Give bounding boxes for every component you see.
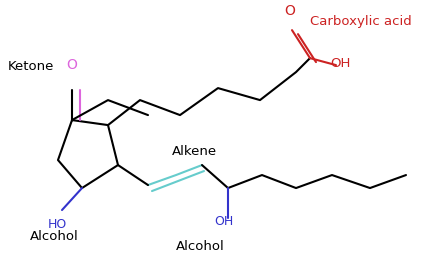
Text: O: O bbox=[285, 4, 295, 18]
Text: Alcohol: Alcohol bbox=[176, 240, 224, 253]
Text: Carboxylic acid: Carboxylic acid bbox=[310, 15, 412, 28]
Text: Alkene: Alkene bbox=[172, 145, 217, 158]
Text: O: O bbox=[67, 58, 77, 72]
Text: OH: OH bbox=[330, 57, 350, 70]
Text: OH: OH bbox=[214, 215, 233, 228]
Text: Alcohol: Alcohol bbox=[30, 230, 79, 243]
Text: Ketone: Ketone bbox=[8, 60, 55, 73]
Text: HO: HO bbox=[48, 218, 67, 231]
